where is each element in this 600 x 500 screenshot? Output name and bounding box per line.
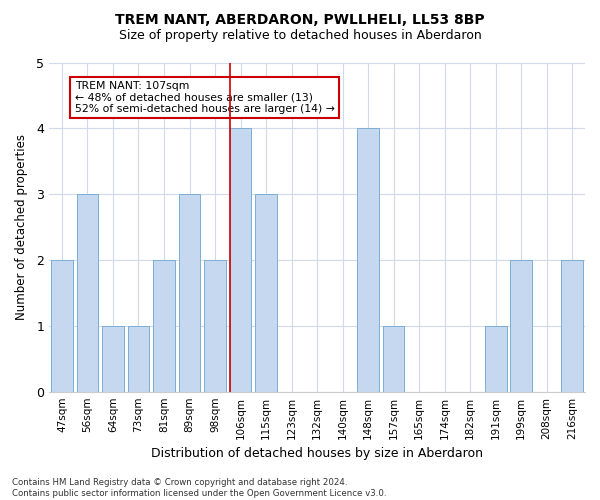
Text: TREM NANT: 107sqm
← 48% of detached houses are smaller (13)
52% of semi-detached: TREM NANT: 107sqm ← 48% of detached hous…: [75, 81, 335, 114]
Bar: [153, 260, 175, 392]
Bar: [51, 260, 73, 392]
Bar: [357, 128, 379, 392]
Bar: [485, 326, 506, 392]
Text: Contains HM Land Registry data © Crown copyright and database right 2024.
Contai: Contains HM Land Registry data © Crown c…: [12, 478, 386, 498]
Bar: [255, 194, 277, 392]
Bar: [77, 194, 98, 392]
Bar: [230, 128, 251, 392]
Y-axis label: Number of detached properties: Number of detached properties: [15, 134, 28, 320]
Text: Size of property relative to detached houses in Aberdaron: Size of property relative to detached ho…: [119, 29, 481, 42]
Bar: [562, 260, 583, 392]
Bar: [383, 326, 404, 392]
Bar: [128, 326, 149, 392]
X-axis label: Distribution of detached houses by size in Aberdaron: Distribution of detached houses by size …: [151, 447, 483, 460]
Bar: [511, 260, 532, 392]
Bar: [204, 260, 226, 392]
Text: TREM NANT, ABERDARON, PWLLHELI, LL53 8BP: TREM NANT, ABERDARON, PWLLHELI, LL53 8BP: [115, 12, 485, 26]
Bar: [179, 194, 200, 392]
Bar: [102, 326, 124, 392]
